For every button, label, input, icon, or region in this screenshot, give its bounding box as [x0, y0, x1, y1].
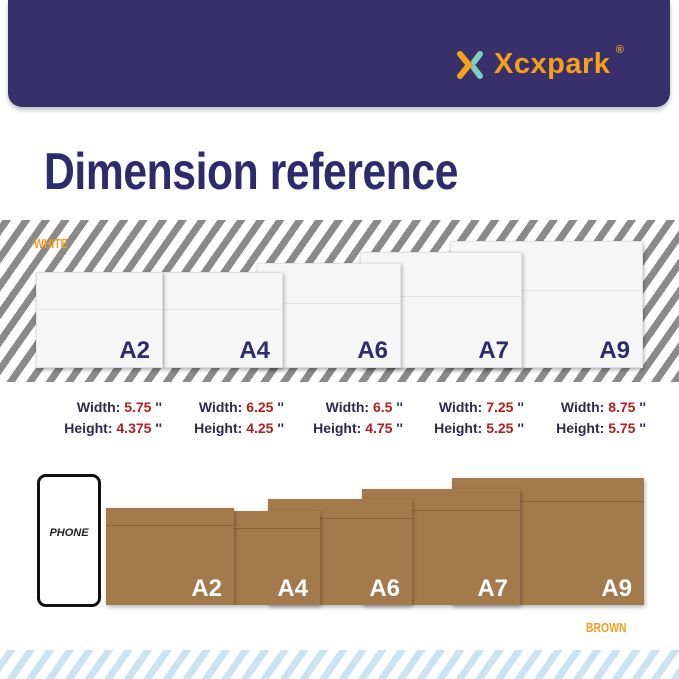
- dimensions-a2: Width: 5.75 '' Height: 4.375 '': [64, 399, 162, 436]
- dimensions-a4: Width: 6.25 '' Height: 4.25 '': [194, 399, 284, 436]
- header-banner: Xcxpark ®: [8, 0, 670, 107]
- brown-envelope-a4: A4: [234, 511, 320, 605]
- white-envelope-a4: A4: [163, 272, 283, 368]
- white-envelope-a2: A2: [36, 272, 163, 368]
- brown-envelope-a2: A2: [106, 508, 234, 605]
- x-logo-icon: [457, 50, 483, 79]
- brand-logo: Xcxpark ®: [456, 44, 625, 81]
- dimensions-a7: Width: 7.25 '' Height: 5.25 '': [434, 399, 524, 436]
- page-title: Dimension reference: [44, 143, 459, 201]
- dimensions-a9: Width: 8.75 '' Height: 5.75 '': [556, 399, 646, 436]
- bottom-stripes: [0, 650, 679, 679]
- brown-tag: BROWN: [586, 620, 627, 635]
- brand-name: Xcxpark ®: [494, 44, 625, 80]
- white-tag: WHITE: [34, 236, 68, 251]
- phone-reference: PHONE: [37, 474, 101, 607]
- dimensions-a6: Width: 6.5 '' Height: 4.75 '': [313, 399, 403, 436]
